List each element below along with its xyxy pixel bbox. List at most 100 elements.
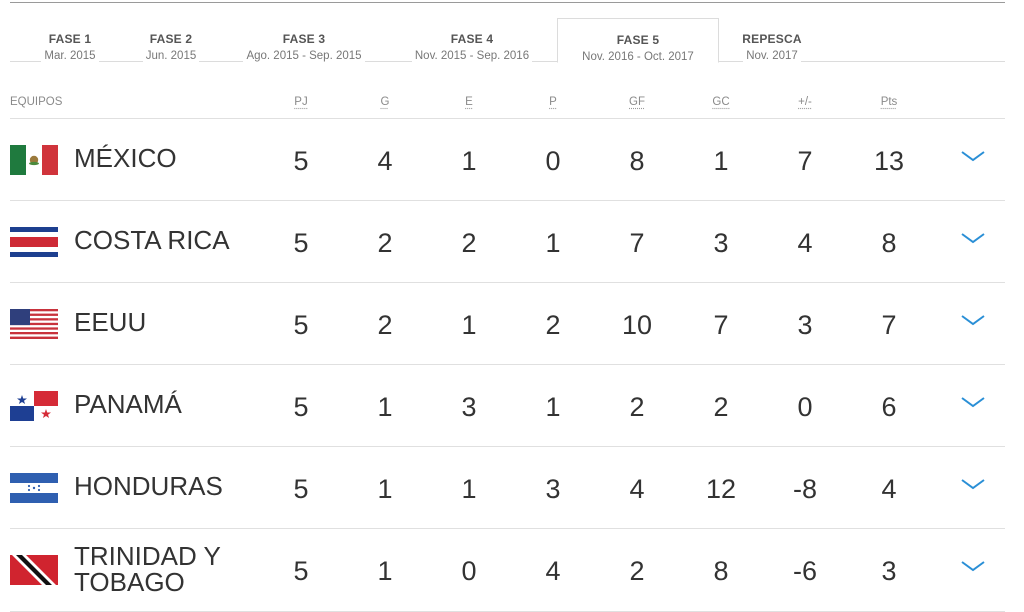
tab-fase-2[interactable]: FASE 2 Jun. 2015 [126, 18, 216, 62]
chevron-down-icon[interactable] [960, 313, 986, 327]
chevron-down-icon[interactable] [960, 395, 986, 409]
phase-tabs: FASE 1 Mar. 2015 FASE 2 Jun. 2015 FASE 3… [10, 18, 1005, 63]
stat-pj: 5 [293, 146, 309, 176]
tab-fase-4[interactable]: FASE 4 Nov. 2015 - Sep. 2016 [404, 18, 540, 62]
stat-diff: 7 [797, 146, 813, 176]
team-name: EEUU [74, 307, 147, 337]
table-row[interactable]: HONDURAS 5 1 1 3 4 12 -8 4 [10, 447, 1005, 529]
stat-p: 0 [545, 146, 561, 176]
chevron-down-icon[interactable] [960, 477, 986, 491]
table-row[interactable]: MÉXICO 5 4 1 0 8 1 7 13 [10, 119, 1005, 201]
stat-pj: 5 [293, 556, 309, 586]
stat-pj: 5 [293, 310, 309, 340]
stat-gc: 12 [705, 474, 737, 504]
teams-column-header: EQUIPOS [10, 96, 63, 108]
stat-gf: 2 [629, 392, 645, 422]
table-row[interactable]: TRINIDAD Y TOBAGO 5 1 0 4 2 8 -6 3 [10, 529, 1005, 612]
honduras-flag-icon [10, 473, 58, 503]
stat-pts: 3 [881, 556, 897, 586]
stat-g: 2 [377, 228, 393, 258]
table-row[interactable]: EEUU 5 2 1 2 10 7 3 7 [10, 283, 1005, 365]
column-header-gc: GC [712, 96, 730, 108]
team-name: COSTA RICA [74, 225, 230, 255]
tab-title: FASE 3 [282, 32, 326, 46]
tab-title: FASE 4 [450, 32, 494, 46]
usa-flag-icon [10, 309, 58, 339]
stat-pj: 5 [293, 392, 309, 422]
stat-e: 1 [461, 474, 477, 504]
stat-gf: 8 [629, 146, 645, 176]
column-header-p: P [549, 96, 557, 108]
tab-fase-1[interactable]: FASE 1 Mar. 2015 [30, 18, 110, 62]
team-name: PANAMÁ [74, 389, 182, 419]
stat-e: 3 [461, 392, 477, 422]
stat-pj: 5 [293, 474, 309, 504]
table-row[interactable]: PANAMÁ 5 1 3 1 2 2 0 6 [10, 365, 1005, 447]
stat-pts: 8 [881, 228, 897, 258]
tab-date: Nov. 2017 [743, 50, 801, 62]
team-name-line-1: TRINIDAD Y [74, 541, 221, 571]
stat-e: 2 [461, 228, 477, 258]
stat-gf: 4 [629, 474, 645, 504]
tab-fase-3[interactable]: FASE 3 Ago. 2015 - Sep. 2015 [238, 18, 370, 62]
stat-p: 2 [545, 310, 561, 340]
trinidad-tobago-flag-icon [10, 555, 58, 585]
chevron-down-icon[interactable] [960, 149, 986, 163]
tab-repesca[interactable]: REPESCA Nov. 2017 [734, 18, 810, 62]
tab-date: Mar. 2015 [41, 50, 99, 62]
stat-g: 4 [377, 146, 393, 176]
stat-p: 1 [545, 228, 561, 258]
stat-e: 1 [461, 146, 477, 176]
tab-date: Jun. 2015 [142, 50, 200, 62]
stat-g: 2 [377, 310, 393, 340]
column-header-gf: GF [629, 96, 645, 108]
stat-g: 1 [377, 392, 393, 422]
tab-fase-5[interactable]: FASE 5 Nov. 2016 - Oct. 2017 [557, 18, 719, 63]
column-header-pts: Pts [880, 96, 898, 108]
stat-diff: 3 [797, 310, 813, 340]
header-divider [10, 118, 1005, 119]
stat-pts: 7 [881, 310, 897, 340]
stat-gc: 8 [713, 556, 729, 586]
chevron-down-icon[interactable] [960, 231, 986, 245]
table-header: EQUIPOS PJ G E P GF GC +/- Pts [10, 92, 1005, 118]
column-header-pj: PJ [294, 96, 308, 108]
tab-title: FASE 1 [48, 32, 92, 46]
tab-title: REPESCA [742, 32, 802, 46]
tab-title: FASE 2 [149, 32, 193, 46]
stat-gc: 2 [713, 392, 729, 422]
column-header-g: G [380, 96, 390, 108]
stat-gf: 10 [621, 310, 653, 340]
column-header-e: E [465, 96, 473, 108]
stat-pts: 4 [881, 474, 897, 504]
stat-pts: 13 [873, 146, 905, 176]
top-divider [10, 2, 1005, 3]
stat-e: 1 [461, 310, 477, 340]
stat-p: 4 [545, 556, 561, 586]
panama-flag-icon [10, 391, 58, 421]
standings-table: MÉXICO 5 4 1 0 8 1 7 13 COSTA RICA 5 2 2… [10, 119, 1005, 612]
tab-date: Nov. 2016 - Oct. 2017 [579, 51, 697, 63]
stat-g: 1 [377, 474, 393, 504]
chevron-down-icon[interactable] [960, 559, 986, 573]
stat-gf: 2 [629, 556, 645, 586]
column-header-diff: +/- [798, 96, 812, 108]
stat-diff: -8 [792, 474, 818, 504]
stat-diff: -6 [792, 556, 818, 586]
tab-date: Ago. 2015 - Sep. 2015 [243, 50, 365, 62]
team-name-line-2: TOBAGO [74, 567, 185, 597]
stat-p: 1 [545, 392, 561, 422]
team-name: HONDURAS [74, 471, 223, 501]
stat-p: 3 [545, 474, 561, 504]
stat-diff: 4 [797, 228, 813, 258]
table-row[interactable]: COSTA RICA 5 2 2 1 7 3 4 8 [10, 201, 1005, 283]
stat-gc: 3 [713, 228, 729, 258]
mexico-flag-icon [10, 145, 58, 175]
stat-gf: 7 [629, 228, 645, 258]
tab-title: FASE 5 [616, 33, 660, 47]
tab-date: Nov. 2015 - Sep. 2016 [411, 50, 533, 62]
stat-diff: 0 [797, 392, 813, 422]
stat-pts: 6 [881, 392, 897, 422]
stat-e: 0 [461, 556, 477, 586]
stat-gc: 1 [713, 146, 729, 176]
